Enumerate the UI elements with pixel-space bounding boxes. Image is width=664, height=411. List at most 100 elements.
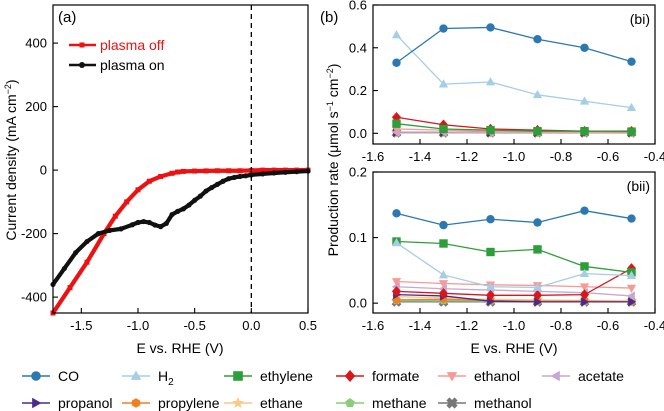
legend-text: formate (372, 368, 420, 384)
data-point-plasma-on (135, 219, 141, 226)
y-tick-label: 200 (25, 99, 47, 114)
x-tick-label: -0.8 (550, 149, 572, 164)
legend-marker-methanol (446, 397, 458, 409)
data-point-CO (533, 218, 542, 227)
legend-item-formate: formate (336, 368, 420, 384)
data-point-H2 (391, 30, 402, 39)
legend-item-methane: methane (336, 395, 427, 411)
x-tick-label: -0.8 (550, 318, 572, 333)
series-line-CO (396, 210, 632, 226)
data-point-H2 (532, 89, 543, 99)
legend-item-ethanol: ethanol (438, 368, 520, 384)
series-line-ethane (396, 295, 632, 302)
data-point-plasma-off (271, 167, 277, 173)
data-point-H2 (485, 281, 496, 291)
legend-marker-H2 (130, 370, 142, 380)
data-point-H2 (626, 270, 637, 279)
data-point-plasma-on (226, 176, 232, 182)
legend-marker-ethanol (446, 372, 458, 382)
x-tick-label: -1.5 (70, 318, 92, 333)
data-point-plasma-off (84, 259, 90, 265)
x-tick-label: -1.0 (503, 149, 525, 164)
data-point-ethanol (626, 284, 637, 293)
legend-item-propylene: propylene (122, 395, 220, 411)
data-point-plasma-on (146, 219, 152, 226)
panel-a-frame (52, 4, 309, 314)
data-point-ethylene (627, 127, 636, 136)
y-tick-label: -200 (21, 226, 47, 241)
y-tick-label: 0.1 (349, 230, 367, 245)
data-point-CO (439, 220, 448, 230)
data-point-plasma-off (180, 168, 186, 174)
x-tick-label: -1.6 (362, 318, 384, 333)
legend-text: acetate (578, 368, 624, 384)
data-point-plasma-on (209, 184, 215, 191)
legend-item-CO: CO (22, 368, 79, 384)
series-line-ethanol (396, 128, 632, 133)
data-point-plasma-on (129, 222, 135, 228)
y-tick-label: 400 (25, 36, 47, 51)
panel-a-label: (a) (58, 9, 76, 26)
legend-text: H (158, 368, 168, 384)
legend-item-ethane: ethane (224, 395, 303, 411)
data-point-H2 (438, 270, 449, 279)
panel-bii: -1.6 -1.4 -1.2 -1.0 -0.8 -0.6 -0.4 0.0 0.1 0.2 (b… (349, 165, 664, 357)
x-tick-label: -0.6 (597, 149, 619, 164)
x-tick-label: -0.4 (644, 149, 664, 164)
legend-label-H2: H2 (158, 368, 174, 388)
legend-label-propylene: propylene (158, 395, 220, 411)
data-point-plasma-off (67, 285, 73, 291)
x-tick-label: -1.4 (409, 149, 431, 164)
data-point-formate (438, 288, 449, 299)
legend-label-ethylene: ethylene (260, 368, 313, 384)
data-point-plasma-on (186, 202, 192, 208)
x-tick-label: 0.0 (242, 318, 260, 333)
series-line-plasma-off (51, 168, 308, 315)
series-line-formate (396, 116, 632, 132)
data-point-formate (391, 286, 402, 297)
data-point-H2 (579, 96, 590, 105)
data-point-ethylene (439, 124, 448, 134)
data-point-CO (627, 214, 636, 223)
x-tick-label: -1.4 (409, 318, 431, 333)
data-point-H2 (532, 282, 543, 291)
legend-text: methanol (474, 395, 532, 411)
legend-marker-propylene (131, 398, 141, 408)
data-point-plasma-on (231, 174, 237, 181)
x-tick-label: -0.6 (597, 318, 619, 333)
data-point-plasma-on (175, 208, 181, 214)
data-point-plasma-on (107, 227, 113, 234)
data-point-plasma-on (158, 224, 164, 230)
data-point-plasma-on (73, 250, 79, 256)
data-point-H2 (485, 77, 496, 86)
panel-a-ylabel: Current density (mA cm−2) (3, 79, 19, 240)
data-point-plasma-on (260, 171, 266, 177)
panel-bii-frame (372, 171, 656, 314)
data-point-plasma-on (282, 169, 288, 175)
data-point-acetate (626, 291, 635, 301)
data-point-plasma-off (237, 168, 243, 174)
panel-b-xlabel: E vs. RHE (V) (470, 340, 557, 356)
legend-label-CO: CO (58, 368, 79, 384)
panel-a-xlabel: E vs. RHE (V) (136, 340, 223, 356)
data-point-ethylene (533, 245, 542, 254)
series-line-H2 (396, 242, 632, 289)
legend-label-ethanol: ethanol (474, 368, 520, 384)
panel-a-legend: plasma off plasma on (69, 37, 165, 73)
legend-marker-CO (31, 371, 41, 381)
data-point-plasma-on (152, 222, 158, 228)
legend-marker-formate (344, 370, 356, 382)
legend-label-methane: methane (372, 395, 427, 411)
data-point-CO (392, 209, 401, 218)
legend-plasma-off-marker (79, 42, 85, 48)
series-line-ethanol (396, 280, 632, 289)
data-point-plasma-on (248, 172, 254, 178)
data-point-CO (439, 24, 448, 33)
data-point-ethylene (533, 126, 542, 136)
legend-subscript: 2 (168, 377, 174, 388)
legend-label-acetate: acetate (578, 368, 624, 384)
data-point-plasma-on (141, 218, 147, 225)
legend-text: ethanol (474, 368, 520, 384)
legend-text: ethylene (260, 368, 313, 384)
data-point-plasma-on (61, 265, 67, 272)
